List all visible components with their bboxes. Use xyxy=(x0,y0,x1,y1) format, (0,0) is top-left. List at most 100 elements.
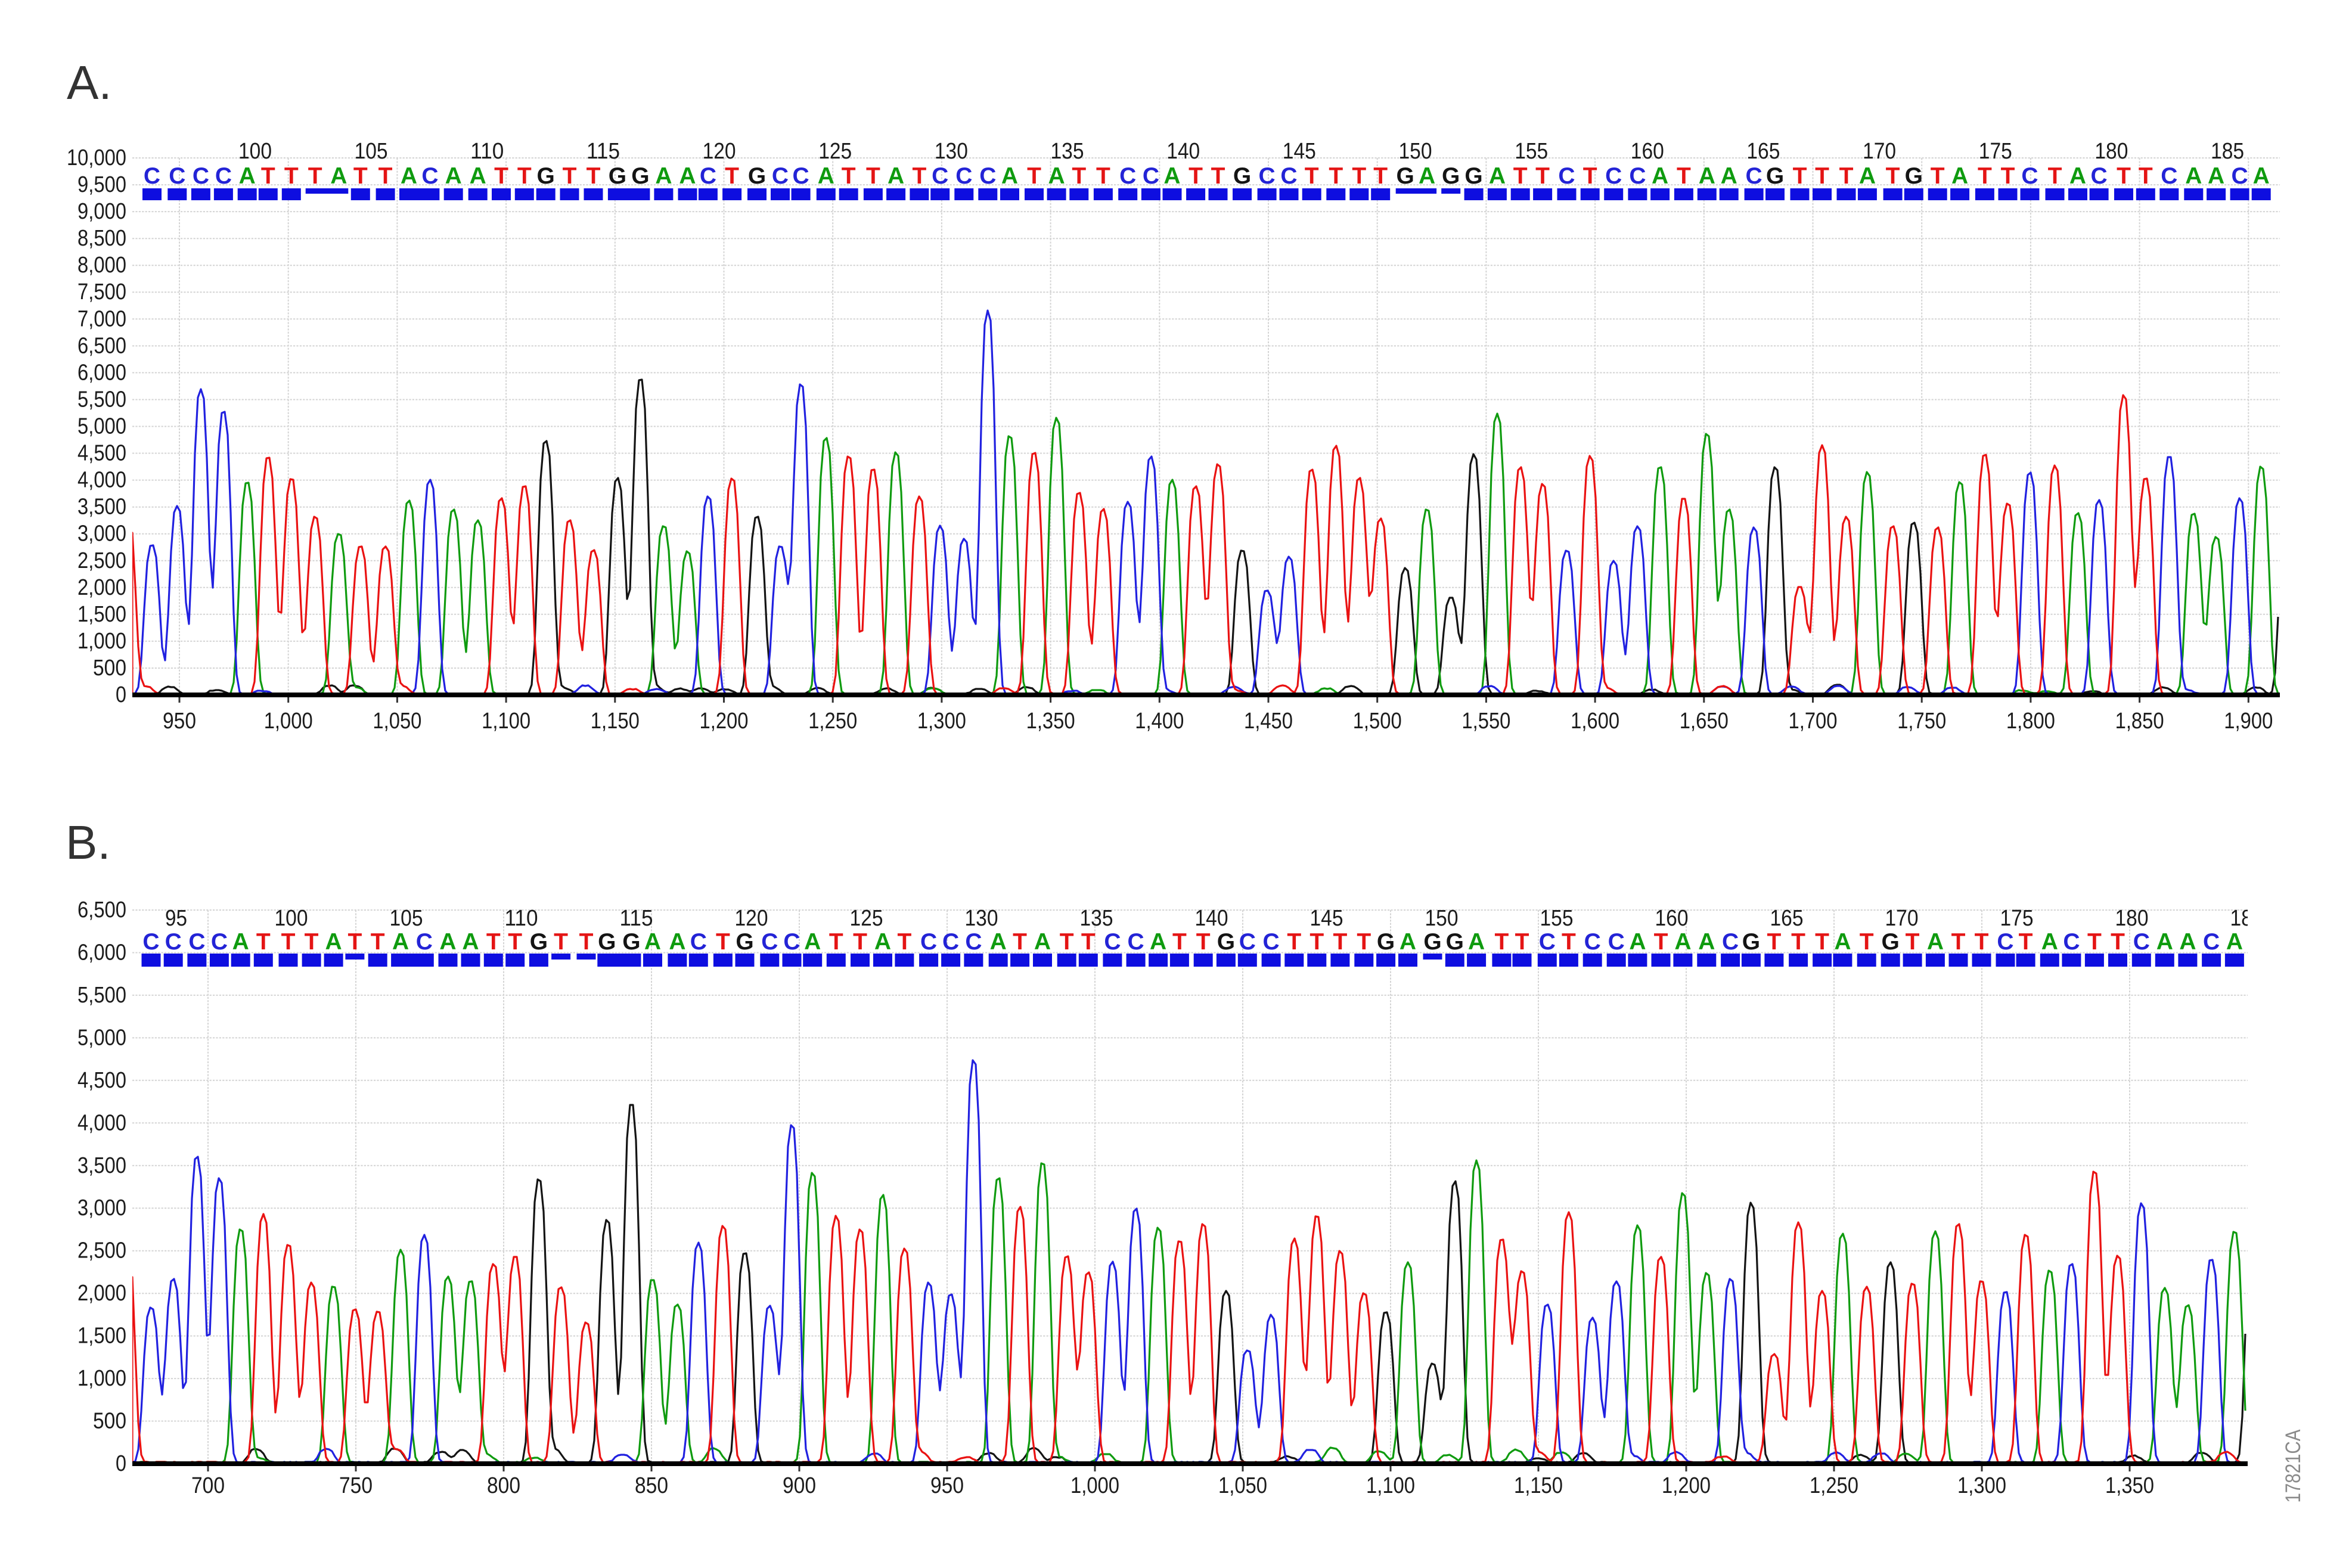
svg-text:A: A xyxy=(445,163,462,189)
svg-text:A: A xyxy=(325,929,342,955)
svg-text:T: T xyxy=(1211,163,1225,189)
svg-text:T: T xyxy=(486,929,501,955)
svg-text:C: C xyxy=(2063,929,2080,955)
svg-text:C: C xyxy=(1584,929,1601,955)
svg-text:C: C xyxy=(421,163,438,189)
svg-text:A: A xyxy=(462,929,479,955)
svg-text:T: T xyxy=(2087,929,2102,955)
svg-text:A: A xyxy=(1034,929,1051,955)
svg-text:A: A xyxy=(2185,163,2202,189)
svg-text:T: T xyxy=(494,163,508,189)
svg-text:T: T xyxy=(1310,929,1324,955)
svg-text:T: T xyxy=(1562,929,1576,955)
svg-text:1,300: 1,300 xyxy=(917,709,966,734)
svg-text:A: A xyxy=(888,163,904,189)
svg-text:1,150: 1,150 xyxy=(1514,1473,1563,1498)
svg-text:A: A xyxy=(679,163,696,189)
svg-text:A.: A. xyxy=(67,56,112,109)
svg-text:T: T xyxy=(1654,929,1668,955)
svg-text:1,050: 1,050 xyxy=(1218,1473,1267,1498)
svg-text:C: C xyxy=(211,929,228,955)
svg-text:1,450: 1,450 xyxy=(1244,709,1293,734)
svg-text:C: C xyxy=(783,929,800,955)
svg-text:G: G xyxy=(1377,929,1395,955)
svg-text:T: T xyxy=(1535,163,1550,189)
svg-text:500: 500 xyxy=(93,656,126,681)
svg-text:1,750: 1,750 xyxy=(1897,709,1946,734)
svg-text:T: T xyxy=(2117,163,2131,189)
svg-text:C: C xyxy=(2021,163,2038,189)
svg-text:A: A xyxy=(1400,929,1416,955)
svg-text:175: 175 xyxy=(2000,906,2034,931)
svg-text:A: A xyxy=(232,929,249,955)
svg-text:C: C xyxy=(144,163,160,189)
svg-text:9,000: 9,000 xyxy=(77,199,126,224)
svg-text:A: A xyxy=(1699,163,1715,189)
svg-text:105: 105 xyxy=(390,906,423,931)
svg-text:C: C xyxy=(942,929,959,955)
svg-text:140: 140 xyxy=(1166,139,1200,164)
svg-text:155: 155 xyxy=(1515,139,1548,164)
svg-text:165: 165 xyxy=(1746,139,1780,164)
svg-text:A: A xyxy=(2179,929,2196,955)
svg-text:A: A xyxy=(804,929,821,955)
svg-text:G: G xyxy=(598,929,616,955)
svg-text:G: G xyxy=(1233,163,1251,189)
svg-text:T: T xyxy=(1013,929,1027,955)
svg-text:T: T xyxy=(1906,929,1920,955)
svg-text:950: 950 xyxy=(163,709,196,734)
svg-text:C: C xyxy=(1629,163,1646,189)
svg-text:G: G xyxy=(609,163,626,189)
svg-text:A: A xyxy=(669,929,685,955)
svg-text:160: 160 xyxy=(1631,139,1664,164)
svg-text:G: G xyxy=(1442,163,1460,189)
svg-text:T: T xyxy=(1329,163,1343,189)
svg-text:C: C xyxy=(772,163,789,189)
svg-text:5,500: 5,500 xyxy=(77,387,126,412)
svg-text:105: 105 xyxy=(355,139,388,164)
svg-text:C: C xyxy=(188,929,205,955)
svg-text:C: C xyxy=(761,929,778,955)
svg-text:T: T xyxy=(281,929,296,955)
svg-text:1,100: 1,100 xyxy=(482,709,530,734)
svg-text:2,500: 2,500 xyxy=(77,1238,126,1263)
svg-text:C: C xyxy=(2133,929,2150,955)
svg-text:1,550: 1,550 xyxy=(1461,709,1510,734)
svg-text:1,500: 1,500 xyxy=(77,1324,126,1349)
svg-text:C: C xyxy=(955,163,972,189)
svg-text:G: G xyxy=(537,163,555,189)
svg-text:C: C xyxy=(169,163,185,189)
svg-text:800: 800 xyxy=(487,1473,520,1498)
svg-text:150: 150 xyxy=(1425,906,1459,931)
svg-text:A: A xyxy=(330,163,347,189)
svg-text:A: A xyxy=(1419,163,1435,189)
svg-text:A: A xyxy=(1652,163,1668,189)
svg-text:G: G xyxy=(631,163,649,189)
svg-text:185: 185 xyxy=(2211,139,2244,164)
svg-text:850: 850 xyxy=(635,1473,668,1498)
svg-text:100: 100 xyxy=(275,906,308,931)
svg-text:2,000: 2,000 xyxy=(77,1281,126,1306)
svg-text:C: C xyxy=(690,929,707,955)
svg-text:120: 120 xyxy=(735,906,768,931)
svg-text:17821CA: 17821CA xyxy=(2282,1429,2305,1503)
svg-text:T: T xyxy=(371,929,385,955)
svg-text:T: T xyxy=(1951,929,1966,955)
svg-text:T: T xyxy=(1815,163,1829,189)
svg-text:T: T xyxy=(1677,163,1691,189)
svg-text:T: T xyxy=(897,929,911,955)
svg-text:1,200: 1,200 xyxy=(1662,1473,1711,1498)
svg-text:180: 180 xyxy=(2094,139,2128,164)
svg-text:T: T xyxy=(716,929,730,955)
svg-text:A: A xyxy=(990,929,1007,955)
svg-text:A: A xyxy=(1721,163,1737,189)
svg-text:C: C xyxy=(932,163,948,189)
svg-text:C: C xyxy=(193,163,209,189)
svg-text:T: T xyxy=(305,929,319,955)
svg-text:C: C xyxy=(1722,929,1739,955)
svg-text:125: 125 xyxy=(818,139,852,164)
svg-text:3,500: 3,500 xyxy=(77,1153,126,1178)
svg-text:1,350: 1,350 xyxy=(2105,1473,2154,1498)
svg-text:6,000: 6,000 xyxy=(77,940,126,965)
svg-text:1,150: 1,150 xyxy=(591,709,640,734)
